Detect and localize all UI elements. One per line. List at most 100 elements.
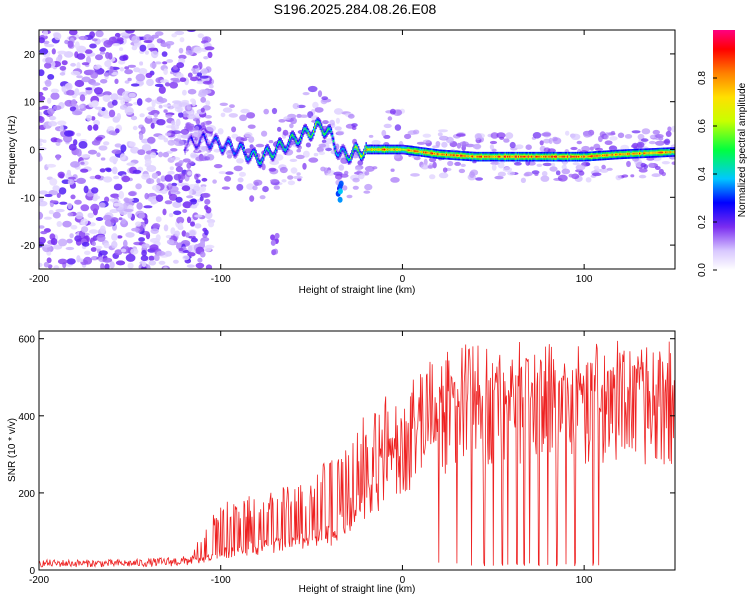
ridge-cell — [311, 133, 314, 136]
halo-cell — [282, 129, 289, 136]
y-tick-label: 0 — [29, 146, 35, 157]
noise-cell — [114, 78, 119, 85]
ridge-cell — [290, 136, 292, 138]
halo-cell — [658, 136, 664, 141]
halo-cell — [368, 134, 374, 138]
halo-cell — [281, 179, 287, 183]
noise-cell — [138, 81, 144, 86]
noise-cell — [83, 185, 89, 194]
noise-cell — [135, 221, 142, 227]
noise-cell — [143, 205, 153, 209]
ridge-cell — [581, 156, 583, 158]
noise-cell — [52, 211, 61, 219]
halo-cell — [271, 107, 278, 115]
halo-cell — [206, 125, 217, 132]
noise-cell — [62, 220, 72, 228]
halo-cell — [576, 140, 582, 145]
halo-cell — [268, 167, 277, 172]
noise-cell — [39, 138, 44, 143]
noise-cell — [127, 210, 132, 219]
halo-cell — [595, 147, 603, 151]
noise-cell — [199, 240, 206, 248]
noise-cell — [92, 124, 99, 131]
halo-cell — [268, 140, 274, 144]
ridge-cell — [274, 150, 277, 153]
ridge-cell — [335, 153, 338, 155]
noise-cell — [140, 255, 149, 262]
ridge-cell — [486, 156, 488, 158]
ridge-cell — [487, 156, 490, 158]
ridge-cell — [532, 156, 534, 158]
ridge-cell — [193, 141, 195, 144]
ridge-cell — [388, 148, 390, 151]
ridge-cell — [530, 156, 532, 158]
noise-cell — [116, 37, 124, 42]
y-tick-label: -10 — [21, 193, 36, 204]
noise-cell — [43, 30, 48, 37]
ridge-cell — [184, 149, 186, 151]
halo-cell — [273, 185, 280, 190]
x-tick-label: -200 — [29, 274, 49, 285]
noise-cell — [88, 229, 99, 234]
noise-cell — [168, 193, 178, 201]
ridge-cell — [241, 144, 243, 146]
ridge-cell — [202, 133, 205, 135]
ridge-cell — [246, 158, 249, 160]
halo-cell — [292, 103, 300, 110]
ridge-cell — [455, 154, 458, 157]
noise-cell — [110, 209, 117, 213]
noise-cell — [150, 228, 159, 235]
noise-cell — [193, 46, 203, 54]
noise-cell — [109, 261, 115, 269]
noise-cell — [130, 115, 138, 121]
ridge-cell — [240, 144, 242, 146]
noise-cell — [158, 104, 163, 109]
y-tick-label: -20 — [21, 241, 36, 252]
noise-cell — [55, 208, 65, 213]
ridge-cell — [344, 151, 347, 153]
noise-cell — [124, 66, 130, 70]
noise-cell — [39, 236, 46, 244]
noise-cell — [187, 252, 196, 257]
ridge-cell — [631, 153, 633, 155]
noise-cell — [80, 204, 90, 212]
ridge-cell — [378, 148, 380, 151]
noise-cell — [96, 234, 106, 242]
x-tick-label: 0 — [400, 575, 406, 586]
halo-cell — [295, 154, 305, 160]
noise-cell — [178, 112, 184, 118]
halo-cell — [603, 134, 609, 140]
halo-cell — [352, 185, 359, 190]
halo-cell — [229, 104, 235, 108]
noise-cell — [74, 41, 80, 50]
halo-cell — [539, 140, 544, 146]
noise-cell — [164, 250, 172, 257]
ridge-cell — [354, 146, 357, 148]
noise-cell — [94, 87, 103, 95]
ridge-cell — [333, 145, 336, 148]
halo-cell — [578, 170, 585, 176]
halo-cell — [212, 179, 217, 184]
ridge-cell — [310, 135, 313, 138]
noise-cell — [64, 130, 74, 137]
noise-cell — [76, 132, 81, 137]
halo-cell — [638, 168, 648, 173]
ridge-cell — [593, 155, 595, 157]
halo-cell — [269, 178, 279, 183]
ridge-cell — [516, 156, 519, 158]
ridge-cell — [444, 154, 447, 156]
ridge-cell — [390, 148, 392, 151]
noise-cell — [101, 107, 106, 112]
noise-cell — [56, 120, 67, 126]
noise-cell — [53, 265, 60, 269]
halo-cell — [617, 132, 625, 139]
noise-cell — [201, 89, 212, 94]
ridge-cell — [302, 131, 304, 133]
ridge-cell — [656, 152, 659, 154]
noise-cell — [85, 87, 93, 91]
noise-cell — [163, 224, 169, 232]
halo-cell — [585, 162, 591, 167]
ridge-cell — [561, 156, 564, 158]
ridge-cell — [588, 155, 591, 157]
ridge-cell — [219, 145, 221, 148]
